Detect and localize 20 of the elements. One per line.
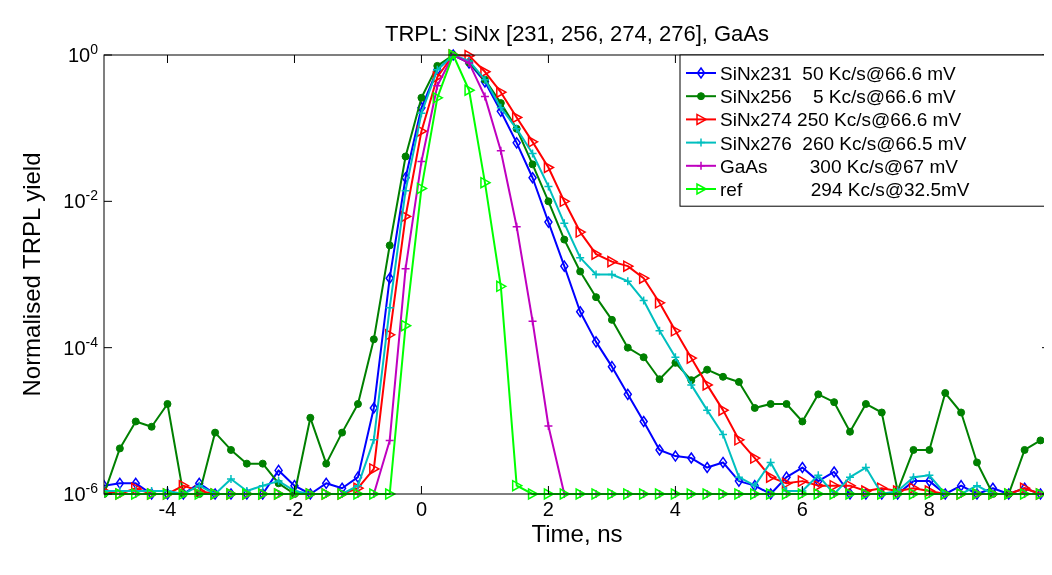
legend-label: SiNx276 260 Kc/s@66.5 mV	[720, 132, 967, 154]
y-tick-label: 10$^{0}$	[67, 41, 99, 66]
x-tick-label: 8	[923, 498, 935, 520]
x-tick-label: 0	[415, 498, 428, 520]
chart-title: TRPL: SiNx [231, 256, 274, 276], GaAs	[385, 21, 769, 46]
y-tick-label: 10$^{-6}$	[63, 480, 99, 505]
y-tick-label: 10$^{-4}$	[63, 333, 99, 359]
y-axis-title: Normalised TRPL yield	[18, 152, 45, 397]
x-tick-label: 2	[542, 498, 554, 520]
x-axis-title: Time, ns	[531, 520, 623, 547]
x-tick-label: 4	[669, 498, 681, 520]
legend-label: GaAs 300 Kc/s@67 mV	[720, 155, 959, 177]
legend-label: SiNx274 250 Kc/s@66.6 mV	[720, 109, 962, 131]
legend-label: SiNx231 50 Kc/s@66.6 mV	[720, 63, 957, 84]
x-tick-label: -2	[285, 498, 304, 520]
legend-label: SiNx256 5 Kc/s@66.6 mV	[720, 86, 957, 108]
x-tick-label: 6	[796, 498, 808, 520]
legend-label: ref 294 Kc/s@32.5mV	[720, 179, 970, 200]
x-tick-label: -4	[158, 498, 177, 520]
y-tick-label: 10$^{-2}$	[63, 187, 99, 213]
